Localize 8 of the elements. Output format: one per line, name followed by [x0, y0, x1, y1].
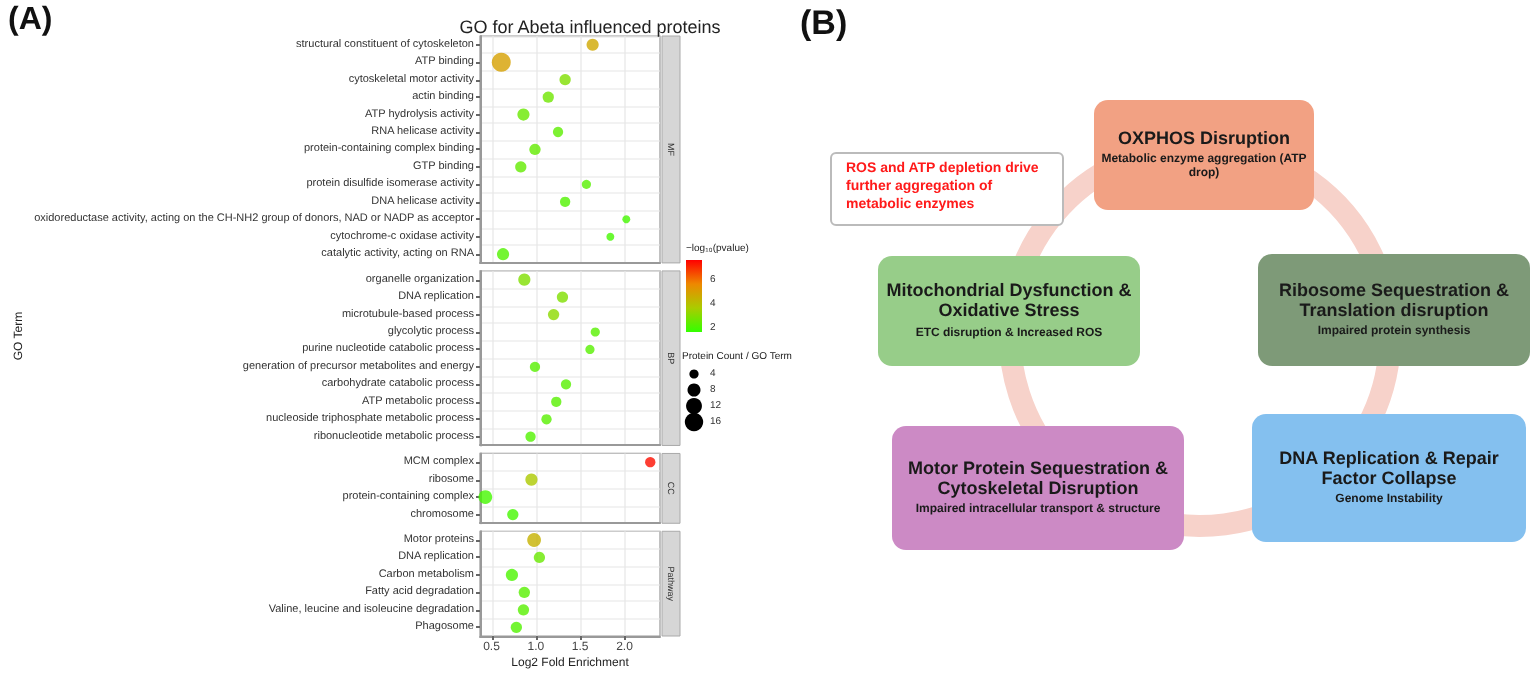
category-label: Ribosome Sequestration & Translation disruption — [1276, 279, 1512, 321]
text: (A) — [8, 3, 53, 37]
category-label: Motor Protein Sequestration & Cytoskeletal Disruption — [905, 457, 1170, 499]
text: (B) — [800, 4, 848, 44]
category-label: OXPHOS Disruption — [1115, 127, 1292, 148]
category-label: Mitochondrial Dysfunction & Oxidative Stress — [884, 280, 1134, 322]
category-label: DNA Replication & Repair Factor Collapse — [1277, 447, 1501, 489]
chart-title: GO for Abeta influenced proteins — [459, 17, 722, 37]
